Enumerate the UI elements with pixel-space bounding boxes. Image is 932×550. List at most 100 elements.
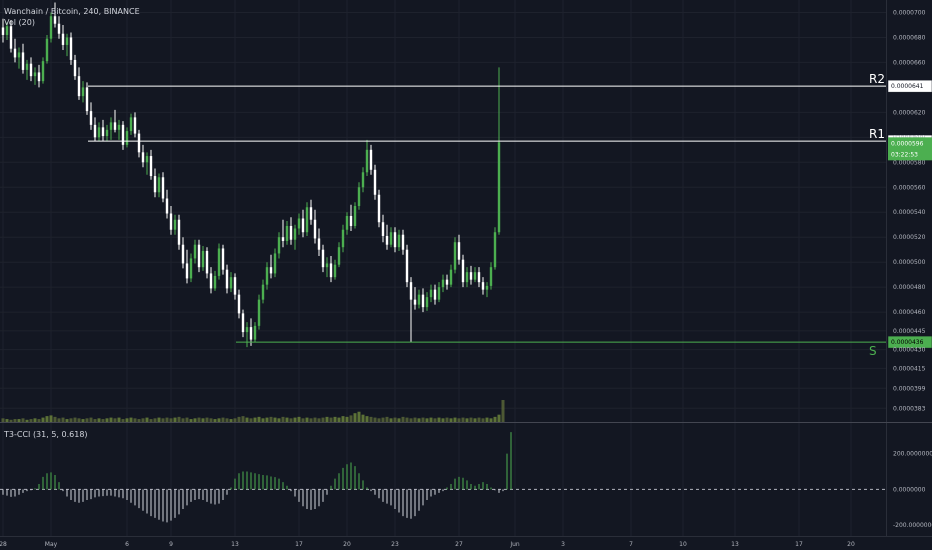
- volume-bar: [221, 417, 225, 422]
- candle-body: [441, 279, 445, 288]
- volume-bar: [1, 418, 5, 422]
- candle-body: [345, 215, 349, 230]
- volume-bar: [377, 418, 381, 422]
- candle-body: [105, 129, 109, 137]
- price-axis-tick: 0.0000580: [893, 159, 926, 166]
- volume-bar: [301, 418, 305, 422]
- candle-body: [405, 249, 409, 283]
- volume-bar: [209, 418, 213, 422]
- candle-body: [149, 156, 153, 177]
- candle-body: [385, 235, 389, 245]
- volume-bar: [253, 417, 257, 422]
- candle-body: [77, 76, 81, 97]
- candle-body: [425, 297, 429, 308]
- time-axis-tick: 20: [847, 541, 855, 548]
- candle-body: [389, 232, 393, 245]
- volume-bar: [317, 418, 321, 422]
- candle-body: [493, 232, 497, 268]
- candle-body: [289, 225, 293, 240]
- candle-body: [277, 237, 281, 254]
- volume-bar: [453, 417, 457, 422]
- candle-body: [329, 263, 333, 278]
- candle-body: [445, 279, 449, 285]
- time-axis-tick: 6: [125, 541, 129, 548]
- volume-bar: [69, 418, 73, 422]
- candle-body: [309, 207, 313, 220]
- volume-bar: [397, 418, 401, 422]
- volume-bar: [281, 416, 285, 422]
- candle-body: [457, 242, 461, 260]
- candle-body: [449, 269, 453, 285]
- time-axis-tick: 7: [629, 541, 633, 548]
- price-axis-tick: 0.0000430: [893, 347, 926, 354]
- volume-bar: [381, 417, 385, 422]
- volume-bar: [373, 417, 377, 422]
- volume-bar: [73, 417, 77, 422]
- volume-bar: [413, 417, 417, 422]
- candle-body: [5, 26, 9, 35]
- volume-bar: [353, 413, 357, 422]
- volume-bar: [433, 418, 437, 422]
- volume-bar: [289, 418, 293, 422]
- volume-bar: [493, 416, 497, 422]
- candle-body: [121, 124, 125, 145]
- candle-body: [293, 228, 297, 240]
- volume-bar: [425, 418, 429, 422]
- volume-bar: [217, 418, 221, 422]
- volume-bar: [145, 417, 149, 422]
- candle-body: [373, 169, 377, 195]
- volume-bar: [501, 400, 505, 422]
- volume-bar: [125, 418, 129, 422]
- time-axis-tick: 23: [391, 541, 399, 548]
- volume-bar: [65, 419, 69, 422]
- volume-bar: [245, 417, 249, 422]
- volume-bar: [93, 419, 97, 422]
- candle-body: [453, 242, 457, 270]
- candle-body: [45, 38, 49, 62]
- volume-bar: [61, 417, 65, 422]
- volume-bar: [321, 417, 325, 422]
- candle-body: [205, 250, 209, 274]
- pane-separator: [0, 422, 932, 423]
- volume-bar: [25, 419, 29, 422]
- candle-body: [377, 194, 381, 223]
- volume-bar: [101, 419, 105, 422]
- candle-body: [417, 294, 421, 305]
- volume-bar: [197, 417, 201, 422]
- chart-title: Wanchain / Bitcoin, 240, BINANCE: [4, 7, 140, 16]
- volume-bar: [465, 418, 469, 422]
- price-axis-tick: 0.0000540: [893, 209, 926, 216]
- candle-body: [53, 16, 57, 24]
- candle-body: [313, 219, 317, 239]
- candle-body: [393, 232, 397, 248]
- volume-bar: [349, 415, 353, 422]
- candle-body: [265, 267, 269, 285]
- volume-bar: [213, 419, 217, 422]
- volume-bar: [481, 418, 485, 422]
- candle-body: [129, 117, 133, 132]
- candle-body: [201, 250, 205, 268]
- volume-bar: [97, 418, 101, 422]
- candle-body: [133, 117, 137, 134]
- candle-body: [461, 259, 465, 283]
- volume-bar: [193, 418, 197, 422]
- volume-bar: [137, 419, 141, 422]
- candle-body: [249, 327, 253, 340]
- oscillator-axis-tick: 0.0000000: [893, 486, 926, 493]
- candle-body: [125, 131, 129, 145]
- volume-bar: [113, 418, 117, 422]
- candle-body: [25, 63, 29, 70]
- volume-bar: [9, 419, 13, 422]
- candle-body: [213, 275, 217, 289]
- candle-body: [413, 299, 417, 305]
- time-axis-separator: [0, 536, 932, 537]
- volume-bar: [497, 414, 501, 422]
- candle-body: [409, 282, 413, 300]
- volume-bar: [85, 418, 89, 422]
- candle-body: [437, 287, 441, 300]
- candle-body: [217, 248, 221, 276]
- candle-body: [365, 149, 369, 173]
- volume-bar: [233, 418, 237, 422]
- volume-bar: [261, 418, 265, 422]
